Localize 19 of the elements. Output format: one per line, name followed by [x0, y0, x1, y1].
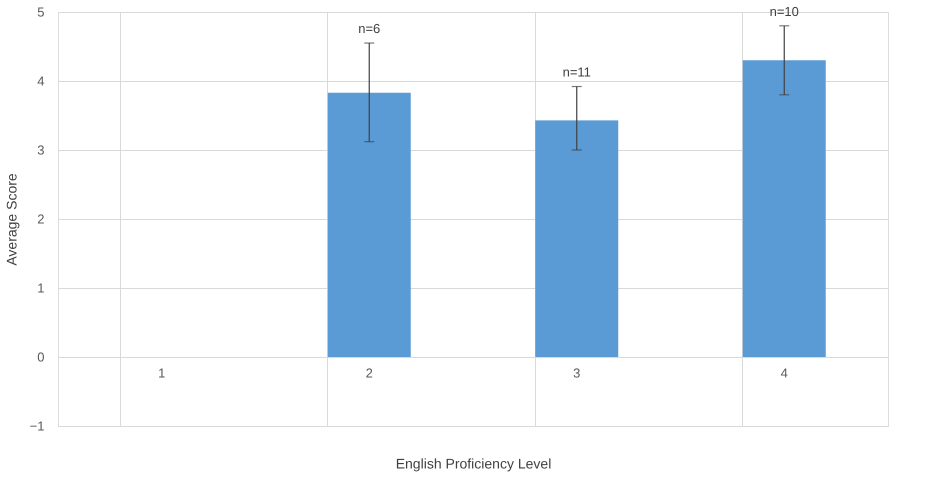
y-tick-label: 1 — [37, 280, 44, 296]
y-tick-label: −1 — [30, 418, 44, 434]
x-tick-label: 3 — [573, 366, 580, 380]
y-tick-label: 5 — [37, 4, 44, 20]
x-tick-label: 2 — [366, 366, 373, 380]
y-tick-label: 3 — [37, 142, 44, 158]
y-axis-title: Average Score — [4, 173, 20, 266]
y-tick-label: 2 — [37, 212, 44, 226]
x-tick-label: 1 — [158, 366, 166, 380]
annotation: n=10 — [770, 4, 799, 19]
x-axis-title: English Proficiency Level — [396, 456, 552, 472]
bar — [328, 92, 411, 357]
y-tick-label: 0 — [37, 350, 44, 364]
x-tick-label: 4 — [780, 366, 788, 380]
bar — [742, 60, 826, 357]
annotation: n=6 — [358, 21, 380, 36]
bar — [535, 120, 618, 357]
annotation: n=11 — [562, 64, 591, 80]
y-tick-label: 4 — [37, 74, 44, 88]
